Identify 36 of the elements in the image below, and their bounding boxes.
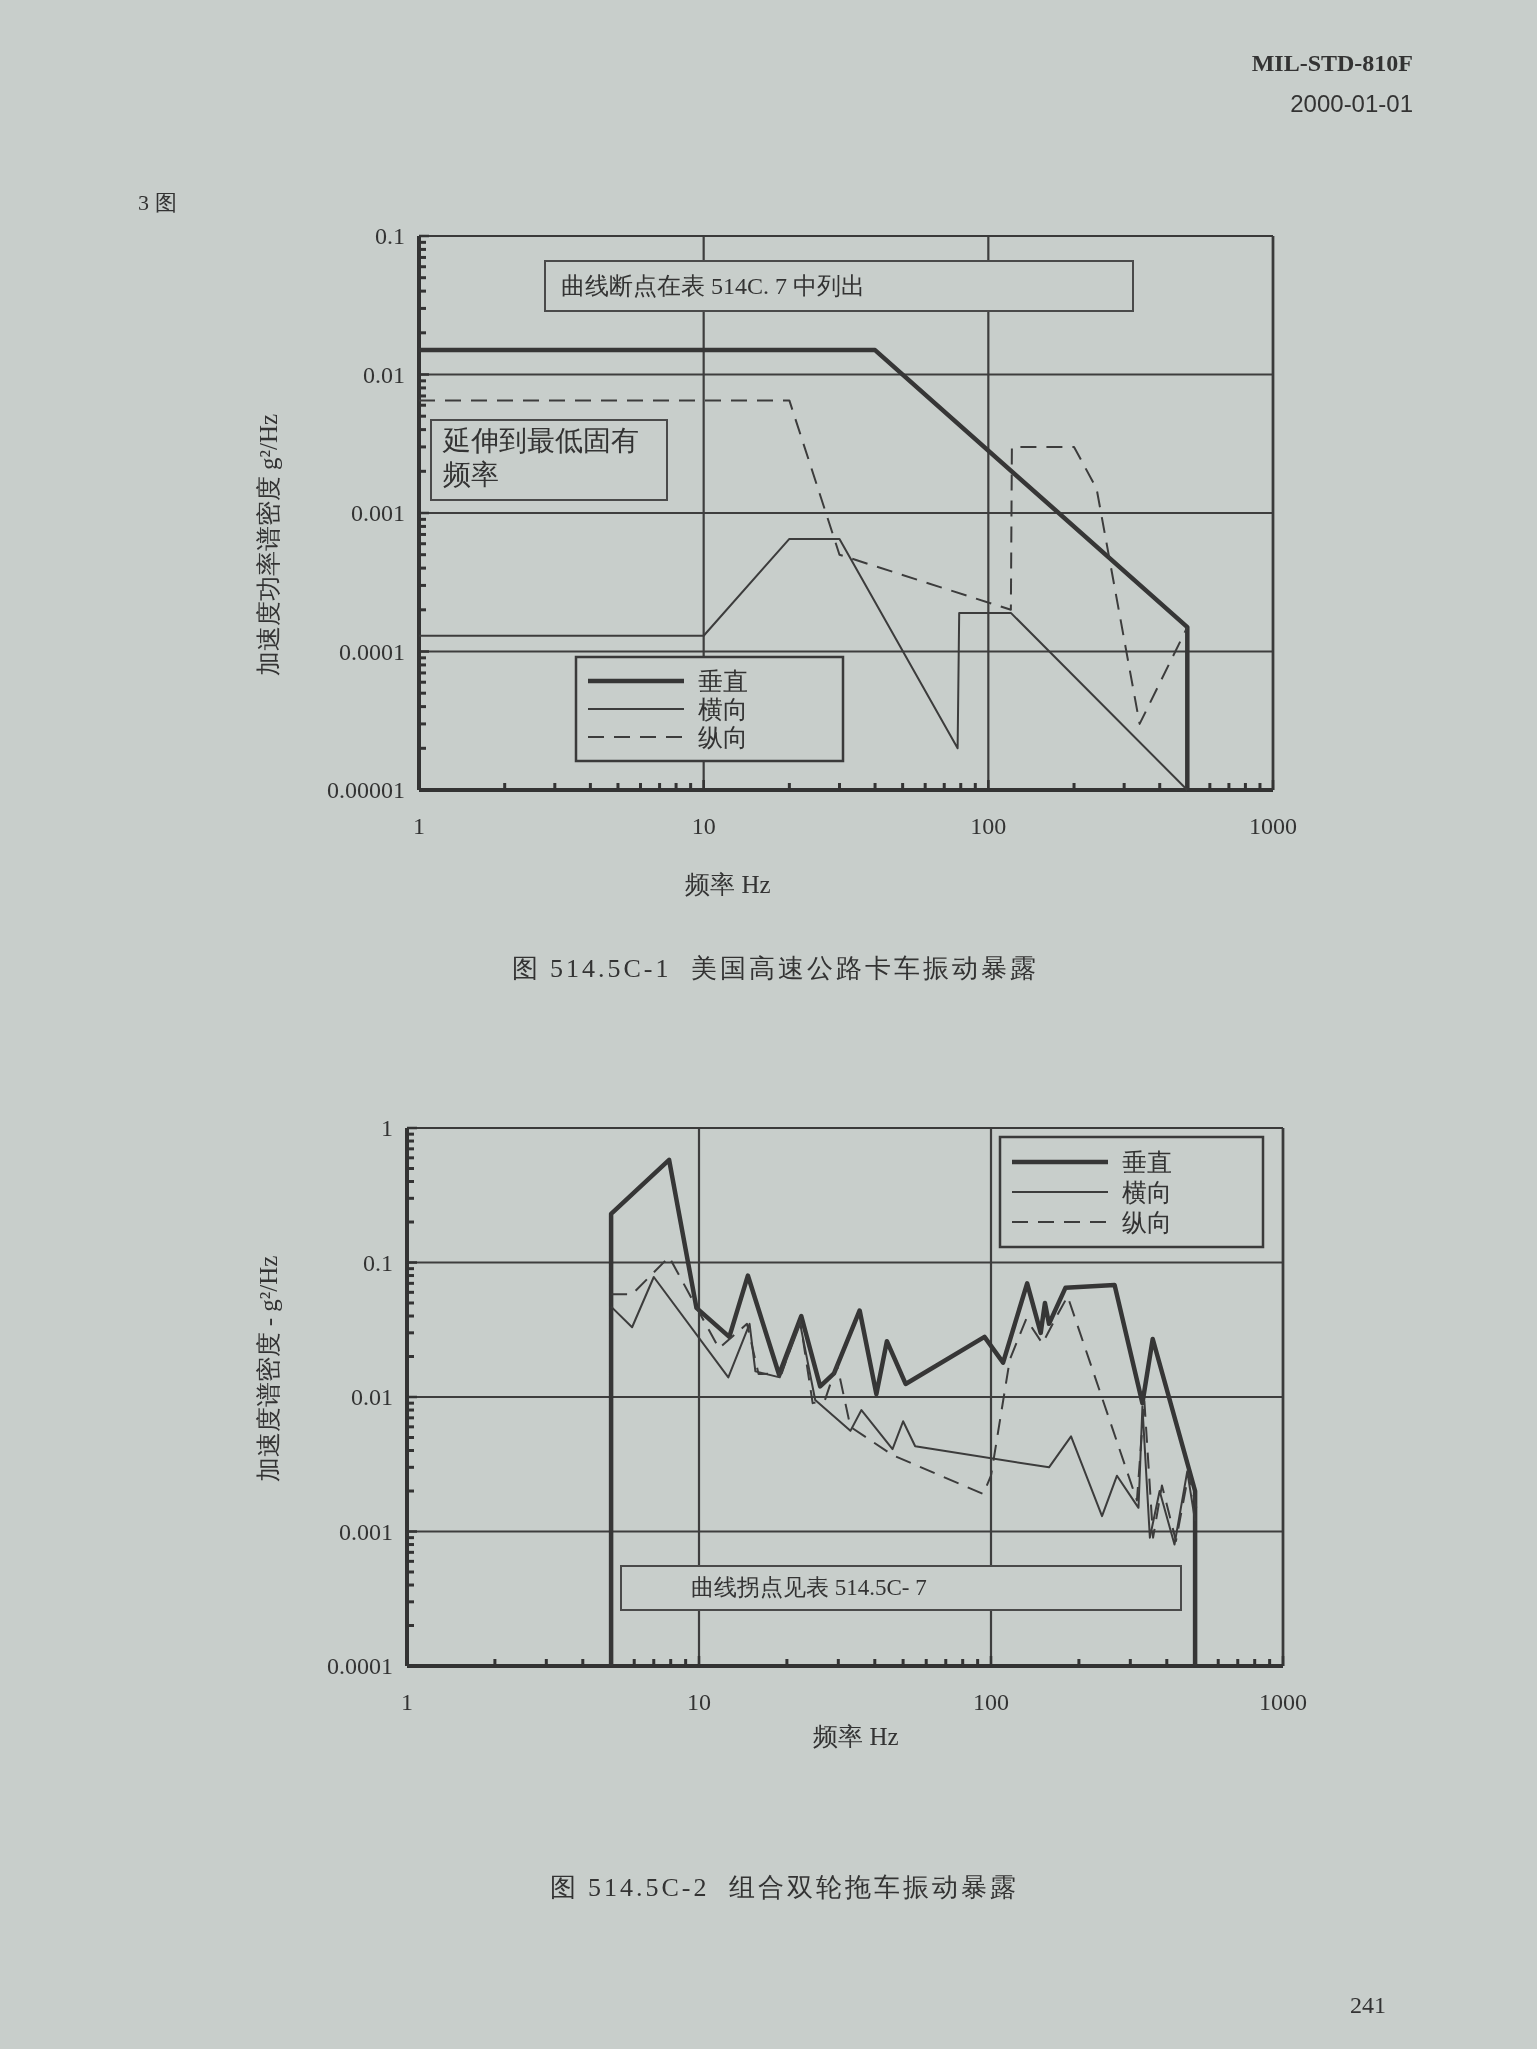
y-axis-title: 加速度谱密度 - g²/Hz: [254, 1254, 283, 1485]
x-tick-label: 10: [687, 1689, 711, 1715]
x-axis-title: 频率 Hz: [812, 1722, 900, 1752]
x-tick-label: 1000: [1249, 813, 1297, 839]
legend-label: 垂直: [1122, 1149, 1172, 1176]
legend-label: 横向: [698, 696, 748, 723]
annotation: 延伸到最低固有频率: [443, 424, 640, 492]
text: 3 图: [138, 189, 177, 217]
y-tick-label: 0.1: [375, 223, 405, 249]
x-tick-label: 100: [970, 813, 1007, 839]
annotation: 曲线断点在表 514C. 7 中列出: [561, 272, 866, 301]
y-tick-label: 0.1: [363, 1249, 393, 1276]
y-tick-label: 0.0001: [339, 638, 405, 665]
text: MIL-STD-810F: [1251, 50, 1413, 77]
text: 图 514.5C-1 美国高速公路卡车振动暴露: [510, 953, 1040, 985]
text: 图 514.5C-2 组合双轮拖车振动暴露: [548, 1872, 1020, 1904]
legend-label: 纵向: [698, 724, 748, 751]
y-tick-label: 0.001: [351, 500, 405, 526]
x-tick-label: 1000: [1259, 1689, 1307, 1715]
y-axis-title: 加速度功率谱密度 g²/Hz: [254, 412, 283, 679]
annotation: 曲线拐点见表 514.5C- 7: [691, 1574, 928, 1602]
y-tick-label: 0.00001: [327, 777, 405, 803]
legend-label: 垂直: [698, 668, 748, 695]
y-tick-label: 0.001: [339, 1518, 393, 1545]
text: 2000-01-01: [1290, 90, 1413, 118]
y-tick-label: 0.0001: [327, 1653, 393, 1679]
legend-label: 横向: [1122, 1179, 1172, 1206]
text: 241: [1350, 1992, 1386, 2019]
x-tick-label: 100: [973, 1689, 1009, 1715]
x-tick-label: 10: [691, 813, 716, 839]
x-tick-label: 1: [413, 813, 425, 839]
legend-label: 纵向: [1122, 1209, 1172, 1236]
y-tick-label: 1: [381, 1115, 393, 1141]
y-tick-label: 0.01: [351, 1384, 393, 1410]
x-axis-title: 频率 Hz: [684, 870, 772, 900]
y-tick-label: 0.01: [363, 361, 405, 388]
